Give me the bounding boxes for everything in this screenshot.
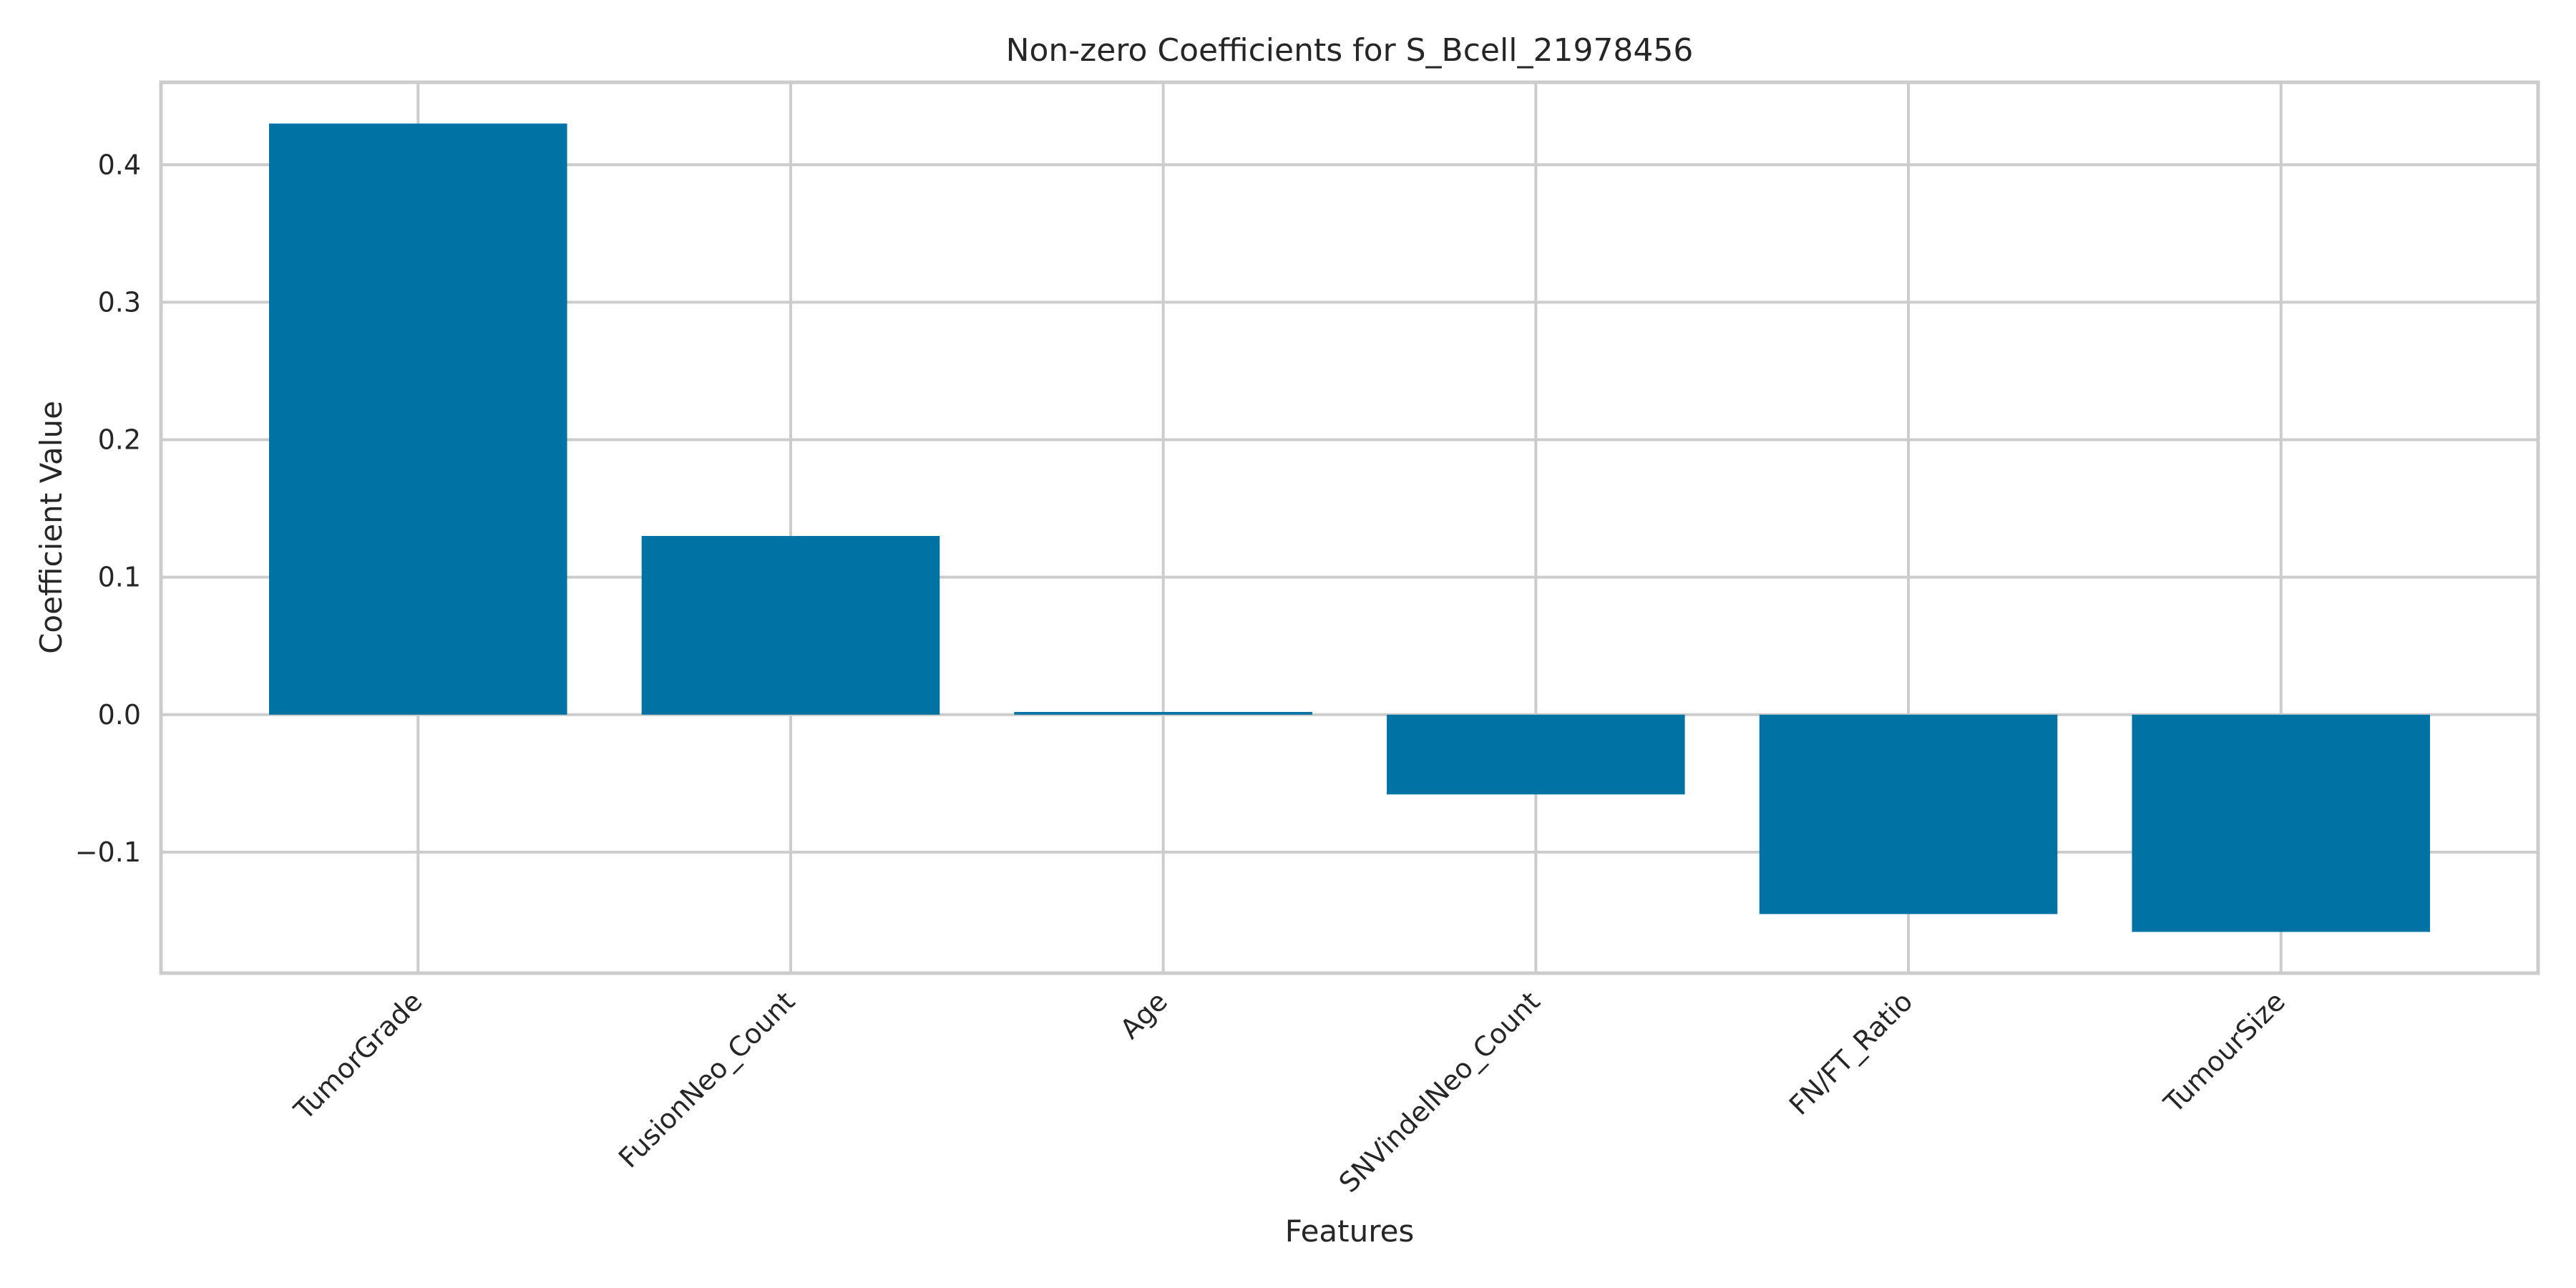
bar <box>641 536 940 715</box>
y-tick-label: −0.1 <box>75 836 141 868</box>
chart-title: Non-zero Coefficients for S_Bcell_219784… <box>1006 32 1694 69</box>
y-tick-label: 0.4 <box>98 149 141 180</box>
x-tick-label: FusionNeo_Count <box>613 985 801 1174</box>
y-tick-label: 0.3 <box>98 286 141 318</box>
x-tick-label: TumourSize <box>2157 985 2291 1119</box>
y-tick-label: 0.0 <box>98 699 141 731</box>
bar <box>2132 714 2430 932</box>
y-axis-label: Coefficient Value <box>34 401 69 654</box>
x-tick-label: FN/FT_Ratio <box>1783 985 1919 1121</box>
x-tick-label: Age <box>1114 985 1174 1045</box>
y-tick-label: 0.2 <box>98 424 141 456</box>
x-axis-label: Features <box>1285 1214 1415 1249</box>
y-ticks: 0.4 0.3 0.2 0.1 0.0 −0.1 <box>75 149 141 868</box>
bar <box>1759 714 2058 914</box>
bar <box>269 123 567 715</box>
bar <box>1387 714 1685 795</box>
x-tick-label: SNVindelNeo_Count <box>1333 985 1546 1199</box>
plot-frame <box>159 80 2540 975</box>
x-ticks: TumorGrade FusionNeo_Count Age SNVindelNeo_… <box>288 985 2291 1199</box>
bar <box>1014 711 1312 715</box>
bars-layer <box>269 123 2430 932</box>
y-tick-label: 0.1 <box>98 562 141 593</box>
x-tick-label: TumorGrade <box>288 985 429 1126</box>
